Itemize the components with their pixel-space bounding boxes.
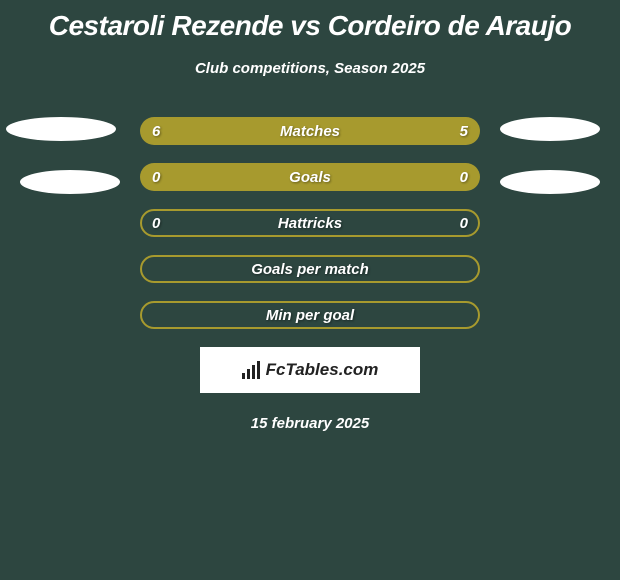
stat-bar: 0 0 Hattricks	[140, 209, 480, 237]
brand-badge: FcTables.com	[200, 347, 420, 393]
subtitle: Club competitions, Season 2025	[0, 60, 620, 77]
stat-label: Min per goal	[266, 307, 354, 324]
player-right-photo-placeholder-1	[500, 117, 600, 141]
player-left-photo-placeholder-1	[6, 117, 116, 141]
stat-bar: Min per goal	[140, 301, 480, 329]
stat-value-left: 0	[152, 169, 160, 186]
footer-date: 15 february 2025	[0, 415, 620, 432]
stat-bar: 0 0 Goals	[140, 163, 480, 191]
stat-bar: 6 5 Matches	[140, 117, 480, 145]
stat-label: Matches	[280, 123, 340, 140]
stat-label: Hattricks	[278, 215, 342, 232]
player-right-photo-placeholder-2	[500, 170, 600, 194]
chart-icon	[242, 361, 260, 379]
stat-bars: 6 5 Matches 0 0 Goals 0 0 Hattricks Goals per mat…	[140, 117, 480, 329]
comparison-chart: 6 5 Matches 0 0 Goals 0 0 Hattricks Goals per mat…	[0, 117, 620, 329]
player-left-photo-placeholder-2	[20, 170, 120, 194]
stat-value-left: 6	[152, 123, 160, 140]
stat-value-left: 0	[152, 215, 160, 232]
stat-value-right: 0	[460, 169, 468, 186]
stat-label: Goals per match	[251, 261, 369, 278]
stat-value-right: 5	[460, 123, 468, 140]
stat-bar: Goals per match	[140, 255, 480, 283]
stat-value-right: 0	[460, 215, 468, 232]
page-title: Cestaroli Rezende vs Cordeiro de Araujo	[0, 0, 620, 42]
stat-label: Goals	[289, 169, 331, 186]
brand-text: FcTables.com	[266, 360, 379, 380]
